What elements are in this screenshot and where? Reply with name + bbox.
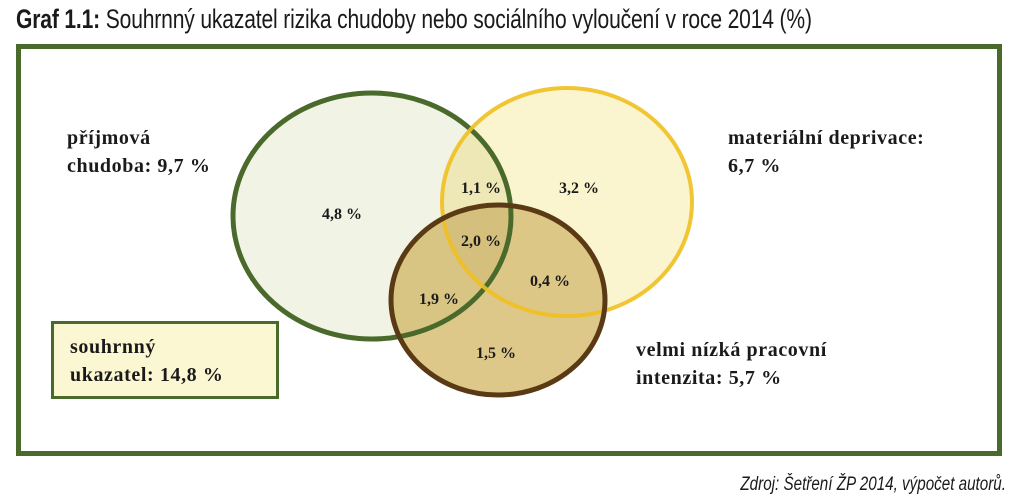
income-circle <box>230 90 514 342</box>
region-income-only: 4,8 % <box>322 206 362 223</box>
chart-title: Graf 1.1: Souhrnný ukazatel rizika chudo… <box>16 4 812 35</box>
region-work-only: 1,5 % <box>476 345 516 362</box>
income-label: příjmová chudoba: 9,7 % <box>67 124 210 180</box>
summary-label: souhrnný ukazatel: 14,8 % <box>70 333 223 389</box>
deprivation-circle <box>440 86 694 318</box>
work-label-line1: velmi nízká pracovní <box>636 339 827 361</box>
deprivation-label-line1: materiální deprivace: <box>728 127 925 149</box>
region-all-three: 2,0 % <box>461 233 501 250</box>
region-deprivation-only: 3,2 % <box>559 180 599 197</box>
income-label-line2: chudoba: 9,7 % <box>67 155 211 177</box>
summary-box <box>51 321 279 399</box>
summary-label-line2: ukazatel: 14,8 % <box>70 364 224 386</box>
chart-title-text: Souhrnný ukazatel rizika chudoby nebo so… <box>100 4 812 34</box>
summary-label-line1: souhrnný <box>70 336 156 358</box>
work-circle <box>388 202 608 398</box>
region-deprivation-work: 0,4 % <box>530 273 570 290</box>
income-label-line1: příjmová <box>67 127 151 149</box>
deprivation-label-line2: 6,7 % <box>728 155 781 177</box>
deprivation-label: materiální deprivace: 6,7 % <box>728 124 924 180</box>
work-label: velmi nízká pracovní intenzita: 5,7 % <box>636 336 827 392</box>
region-income-deprivation: 1,1 % <box>461 180 501 197</box>
source-note: Zdroj: Šetření ŽP 2014, výpočet autorů. <box>740 474 1006 495</box>
region-income-work: 1,9 % <box>419 291 459 308</box>
chart-title-number: Graf 1.1: <box>16 4 101 34</box>
work-label-line2: intenzita: 5,7 % <box>636 367 782 389</box>
